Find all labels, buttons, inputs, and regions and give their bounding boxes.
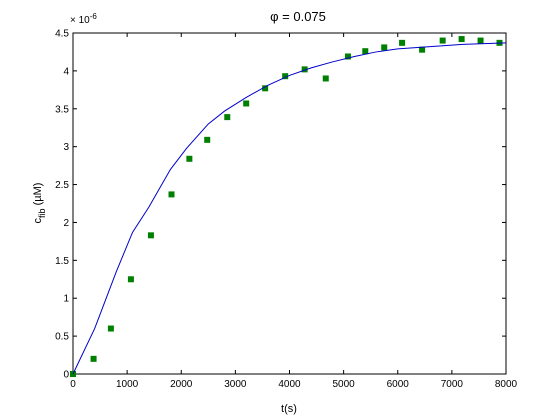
- data-point-marker: [224, 114, 231, 121]
- data-point-marker: [262, 85, 269, 92]
- data-point-marker: [322, 75, 329, 82]
- title-rest: = 0.075: [279, 9, 326, 24]
- y-tick-label: 2.5: [55, 180, 69, 191]
- data-point-marker: [147, 232, 154, 239]
- data-point-marker: [439, 37, 446, 44]
- series-layer: [70, 36, 507, 377]
- data-point-marker: [301, 66, 308, 73]
- data-point-marker: [168, 191, 175, 198]
- x-tick-label: 6000: [387, 379, 410, 390]
- y-multiplier-exp: -6: [90, 12, 98, 21]
- y-tick-label: 4: [63, 66, 69, 77]
- y-tick-label: 0: [63, 370, 69, 381]
- y-tick-label: 3: [63, 142, 69, 153]
- data-point-marker: [127, 276, 134, 283]
- data-point-marker: [477, 37, 484, 44]
- data-point-marker: [458, 36, 465, 43]
- y-tick-label: 0.5: [55, 332, 69, 343]
- plot-area: [72, 32, 507, 375]
- data-point-marker: [204, 136, 211, 143]
- x-tick-label: 0: [70, 379, 76, 390]
- data-point-marker: [381, 44, 388, 51]
- data-point-marker: [344, 53, 351, 60]
- title-symbol: φ: [270, 9, 278, 24]
- x-axis-label: t(s): [281, 403, 297, 415]
- x-tick-label: 4000: [278, 379, 301, 390]
- x-tick-label: 7000: [441, 379, 464, 390]
- y-label-sub: fib: [37, 208, 47, 218]
- y-tick-label: 3.5: [55, 104, 69, 115]
- chart-title: φ = 0.075: [270, 9, 326, 24]
- data-point-marker: [282, 73, 289, 80]
- data-point-marker: [419, 46, 426, 53]
- y-multiplier-base: × 10: [70, 15, 90, 26]
- x-tick-label: 8000: [495, 379, 518, 390]
- fit-curve-line: [72, 42, 507, 375]
- y-tick-label: 1: [63, 294, 69, 305]
- x-axis-ticks: 0 1000 2000 3000 4000 5000 6000 7000 8000: [70, 33, 518, 390]
- x-tick-label: 2000: [170, 379, 193, 390]
- y-tick-label: 1.5: [55, 256, 69, 267]
- y-tick-label: 2: [63, 218, 69, 229]
- y-axis-label: cfib (µM): [32, 183, 47, 224]
- data-point-marker: [362, 48, 369, 55]
- y-tick-label: 4.5: [55, 29, 69, 40]
- data-point-marker: [107, 325, 114, 332]
- data-point-marker: [186, 155, 193, 162]
- y-label-unit: (µM): [32, 183, 44, 209]
- data-point-marker: [90, 355, 97, 362]
- y-label-main: c: [32, 217, 44, 223]
- x-tick-label: 3000: [224, 379, 247, 390]
- data-point-marker: [243, 100, 250, 107]
- x-tick-label: 5000: [333, 379, 356, 390]
- data-point-marker: [399, 39, 406, 46]
- x-tick-label: 1000: [116, 379, 139, 390]
- y-multiplier: × 10-6: [70, 12, 97, 26]
- y-axis-ticks: 0 0.5 1 1.5 2 2.5 3 3.5 4 4.5: [55, 29, 506, 381]
